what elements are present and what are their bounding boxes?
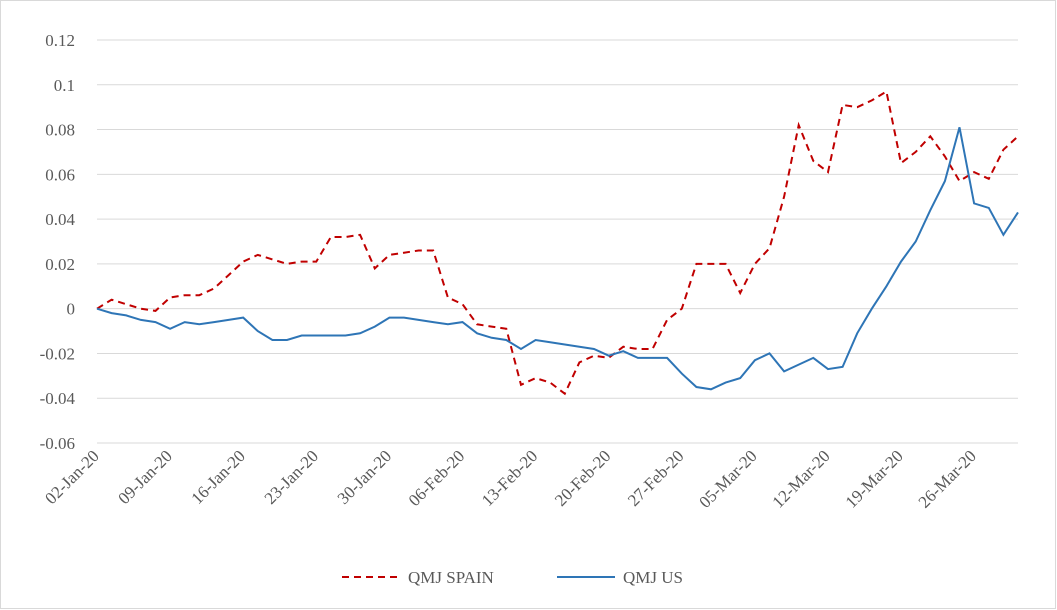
y-tick-label: 0.02 bbox=[45, 255, 75, 274]
y-tick-label: 0 bbox=[67, 300, 76, 319]
y-tick-label: -0.06 bbox=[40, 434, 75, 453]
y-tick-label: 0.06 bbox=[45, 165, 75, 184]
y-tick-label: 0.04 bbox=[45, 210, 75, 229]
y-tick-label: 0.08 bbox=[45, 121, 75, 140]
y-tick-label: -0.04 bbox=[40, 389, 76, 408]
legend-label: QMJ US bbox=[623, 568, 683, 587]
y-tick-label: 0.12 bbox=[45, 31, 75, 50]
series-line bbox=[96, 127, 1019, 391]
y-tick-label: -0.02 bbox=[40, 344, 75, 363]
y-tick-label: 0.1 bbox=[54, 76, 75, 95]
legend-label: QMJ SPAIN bbox=[408, 568, 494, 587]
